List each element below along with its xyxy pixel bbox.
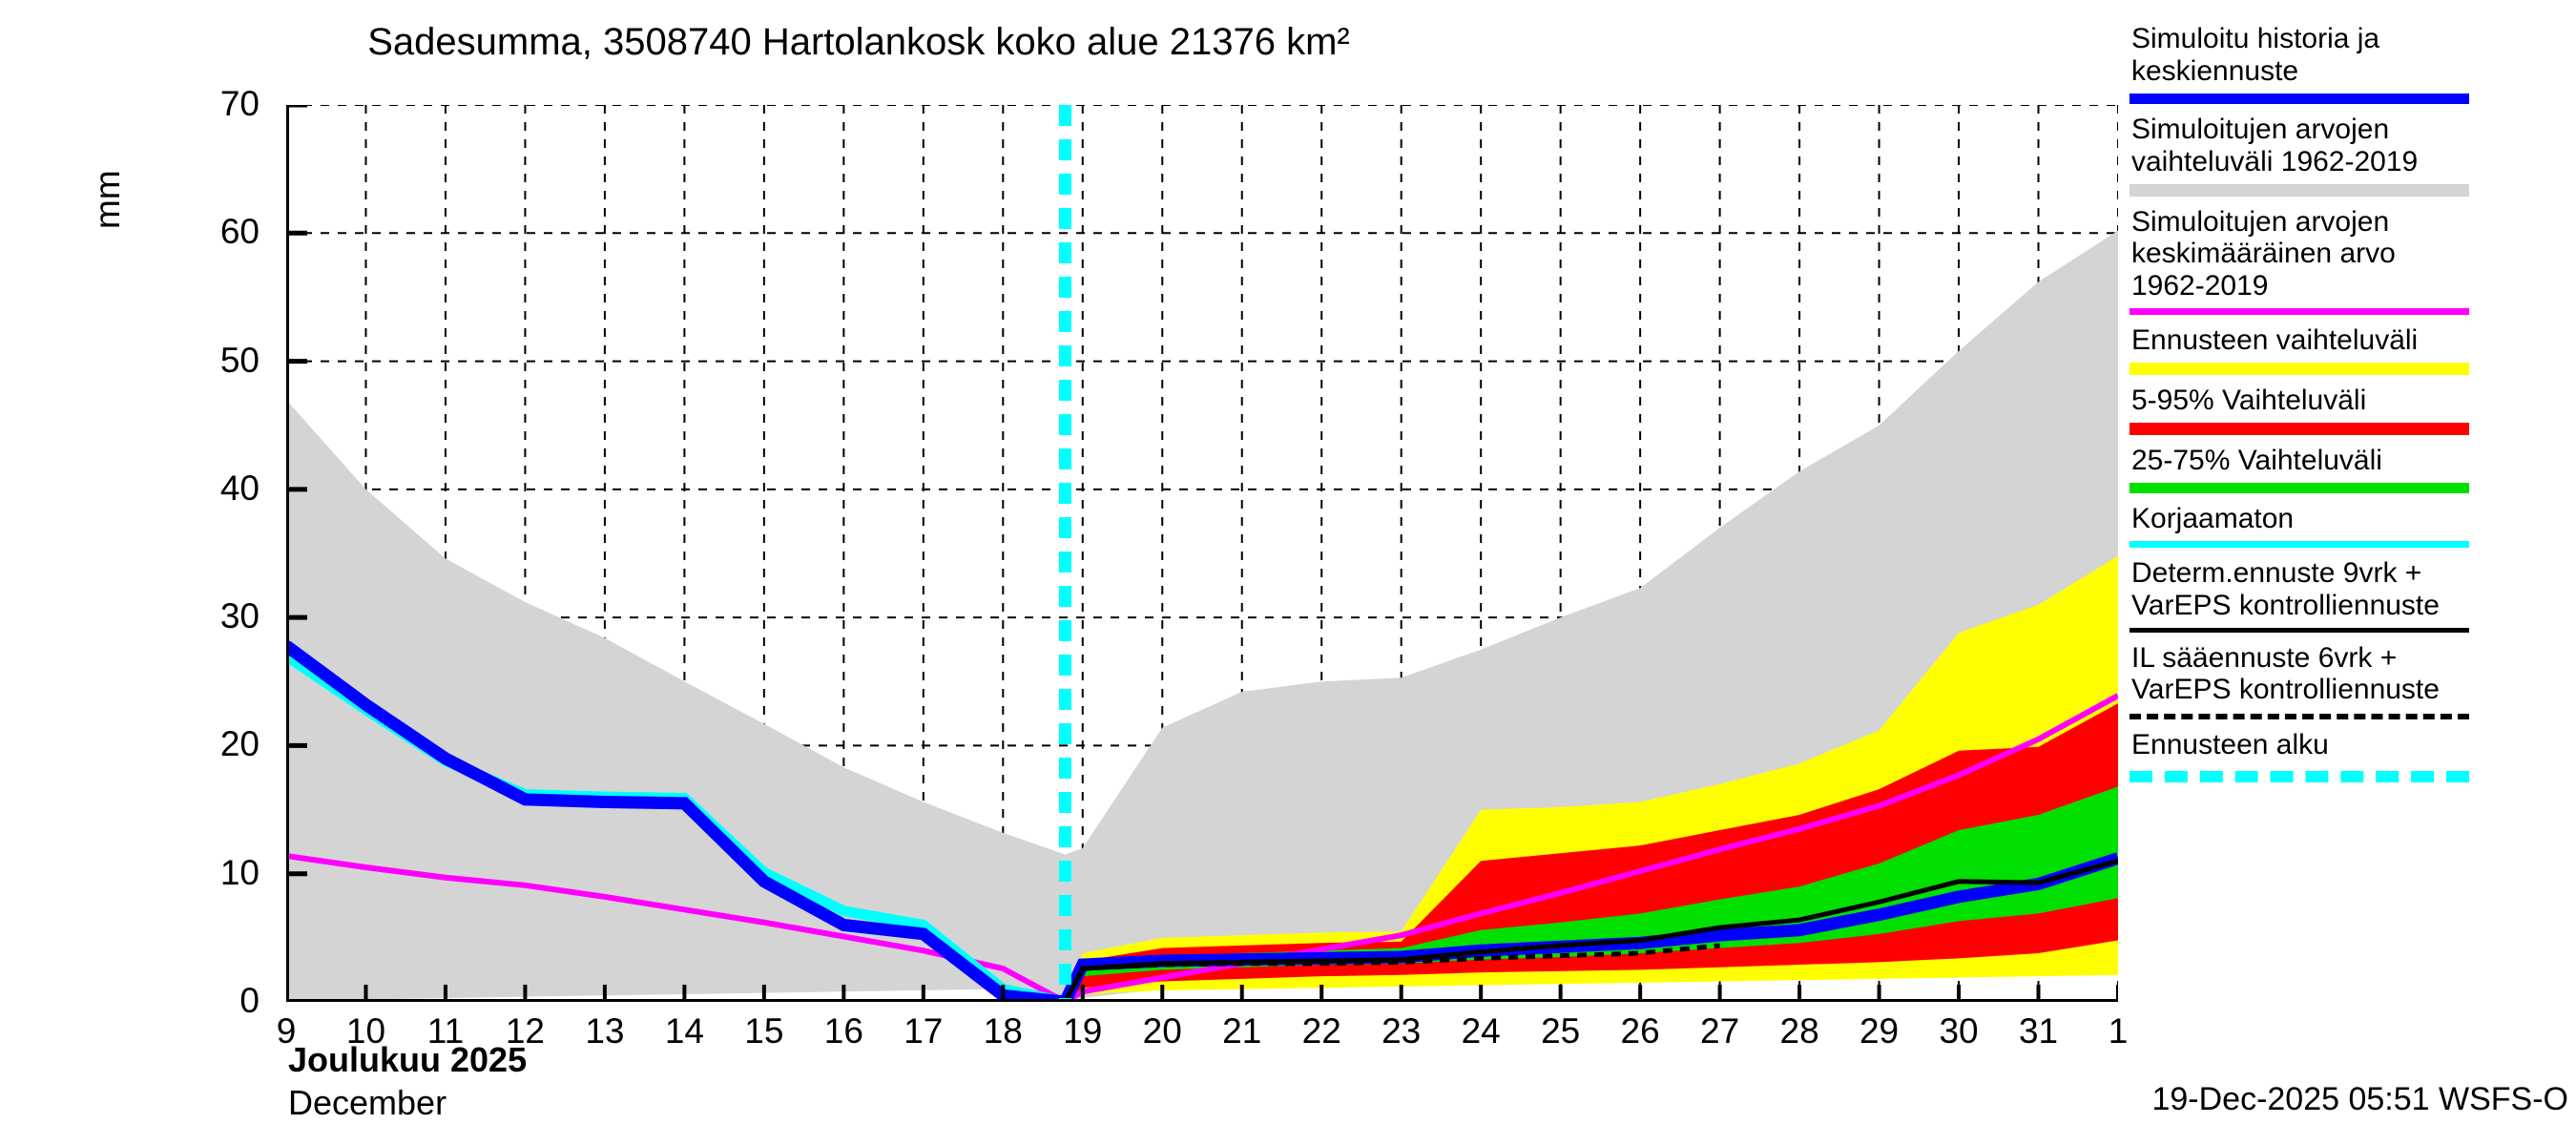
- y-tick-label: 70: [219, 84, 260, 123]
- y-tick-label: 10: [219, 852, 260, 892]
- x-tick-label: 26: [1620, 1011, 1660, 1051]
- y-tick-label: 40: [219, 468, 260, 508]
- x-tick-label: 29: [1859, 1011, 1900, 1051]
- legend-item-range-25-75[interactable]: 25-75% Vaihteluväli: [2129, 445, 2576, 493]
- legend-item-simulated-range-1962-2019[interactable]: Simuloitujen arvojen vaihteluväli 1962-2…: [2129, 114, 2576, 197]
- x-tick-label: 22: [1301, 1011, 1341, 1051]
- y-tick-label: 30: [219, 596, 260, 636]
- legend: Simuloitu historia ja keskiennuste Simulo…: [2129, 23, 2576, 783]
- legend-label: Ennusteen alku: [2131, 729, 2329, 761]
- legend-item-simulated-mean-1962-2019[interactable]: Simuloitujen arvojen keskimääräinen arvo…: [2129, 206, 2576, 316]
- legend-item-il-weather-forecast-6d[interactable]: IL sääennuste 6vrk + VarEPS kontrollienn…: [2129, 642, 2576, 720]
- legend-swatch-il-weather-forecast-6d: [2129, 714, 2469, 720]
- x-tick-label: 19: [1063, 1011, 1103, 1051]
- legend-swatch-simulated-history-mean-forecast: [2129, 93, 2469, 104]
- legend-swatch-simulated-range-1962-2019: [2129, 183, 2469, 197]
- chart-title: Sadesumma, 3508740 Hartolankosk koko alu…: [367, 21, 1350, 63]
- legend-item-range-5-95[interactable]: 5-95% Vaihteluväli: [2129, 385, 2576, 436]
- legend-swatch-range-5-95: [2129, 423, 2469, 436]
- x-tick-label: 10: [345, 1011, 386, 1051]
- timestamp-footer: 19-Dec-2025 05:51 WSFS-O: [2151, 1081, 2568, 1117]
- x-tick-label: 20: [1142, 1011, 1182, 1051]
- x-tick-label: 13: [585, 1011, 625, 1051]
- legend-label: Determ.ennuste 9vrk + VarEPS kontrollien…: [2131, 556, 2440, 621]
- legend-item-uncorrected[interactable]: Korjaamaton: [2129, 503, 2576, 548]
- x-tick-label: 15: [744, 1011, 784, 1051]
- x-axis-month-fi: Joulukuu 2025: [288, 1040, 528, 1079]
- series-line: [1063, 943, 1720, 1002]
- x-tick-label: 12: [505, 1011, 545, 1051]
- x-tick-label: 9: [276, 1011, 297, 1051]
- plot-svg: [286, 105, 2118, 1002]
- legend-label: Simuloitu historia ja keskiennuste: [2131, 23, 2380, 87]
- x-tick-label: 17: [904, 1011, 944, 1051]
- x-axis-month-en: December: [288, 1083, 447, 1122]
- plot-area: 0 10 20 30 40 50 60 70 9 10 11 12 13 14 15 16 17 18 19 20 21…: [220, 84, 2128, 1051]
- x-tick-label: 18: [983, 1011, 1023, 1051]
- x-tick-label: 31: [2018, 1011, 2059, 1051]
- y-tick-label: 0: [239, 981, 260, 1020]
- legend-label: 5-95% Vaihteluväli: [2131, 385, 2367, 417]
- legend-item-deterministic-forecast-9d[interactable]: Determ.ennuste 9vrk + VarEPS kontrollien…: [2129, 557, 2576, 633]
- legend-item-forecast-range[interactable]: Ennusteen vaihteluväli: [2129, 324, 2576, 376]
- x-tick-label: 27: [1700, 1011, 1740, 1051]
- x-tick-label: 23: [1381, 1011, 1422, 1051]
- legend-swatch-forecast-range: [2129, 363, 2469, 376]
- legend-label: Korjaamaton: [2131, 502, 2295, 534]
- legend-swatch-simulated-mean-1962-2019: [2129, 308, 2469, 316]
- x-tick-label: 11: [426, 1011, 465, 1051]
- y-axis-unit: mm: [88, 170, 127, 229]
- legend-swatch-deterministic-forecast-9d: [2129, 627, 2469, 633]
- x-tick-label: 24: [1461, 1011, 1501, 1051]
- x-tick-label: 1: [2108, 1011, 2129, 1051]
- legend-swatch-range-25-75: [2129, 482, 2469, 493]
- y-tick-label: 60: [219, 212, 260, 252]
- legend-label: Simuloitujen arvojen vaihteluväli 1962-2…: [2131, 113, 2419, 177]
- series-line: [286, 640, 2118, 1002]
- x-tick-label: 25: [1541, 1011, 1581, 1051]
- x-tick-label: 28: [1779, 1011, 1819, 1051]
- y-tick-label: 20: [219, 724, 260, 764]
- x-tick-label: 16: [823, 1011, 863, 1051]
- legend-swatch-uncorrected: [2129, 540, 2469, 548]
- series-line: [286, 693, 2118, 1002]
- legend-label: 25-75% Vaihteluväli: [2131, 445, 2382, 477]
- x-tick-label: 30: [1939, 1011, 1979, 1051]
- legend-swatch-forecast-start: [2129, 771, 2469, 783]
- x-tick-label: 21: [1222, 1011, 1262, 1051]
- legend-label: Simuloitujen arvojen keskimääräinen arvo…: [2131, 205, 2396, 302]
- legend-item-simulated-history-mean-forecast[interactable]: Simuloitu historia ja keskiennuste: [2129, 23, 2576, 104]
- x-tick-label: 14: [664, 1011, 704, 1051]
- legend-label: Ennusteen vaihteluväli: [2131, 324, 2419, 357]
- legend-item-forecast-start[interactable]: Ennusteen alku: [2129, 729, 2576, 783]
- y-tick-label: 50: [219, 340, 260, 380]
- legend-label: IL sääennuste 6vrk + VarEPS kontrollienn…: [2131, 641, 2440, 706]
